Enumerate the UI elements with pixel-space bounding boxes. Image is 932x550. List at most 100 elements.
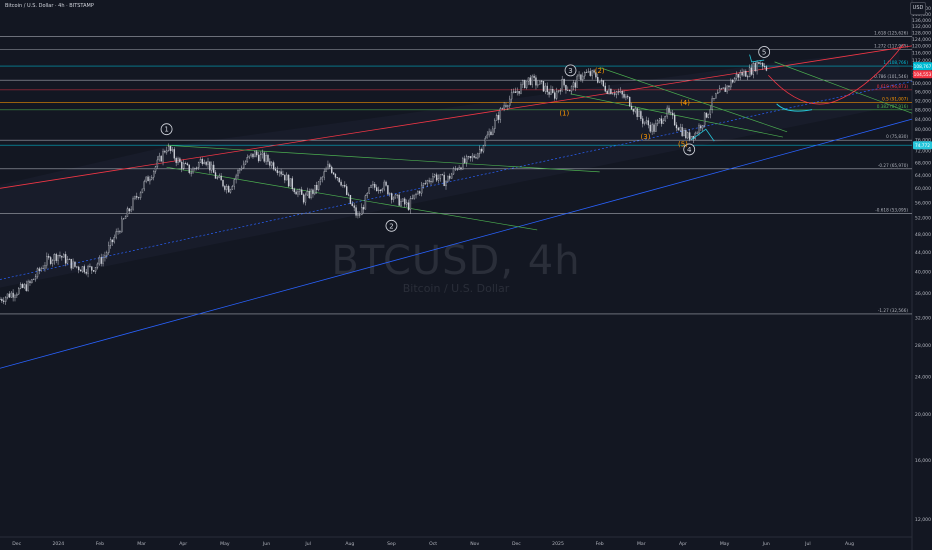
fib-level-label: 1.272 (117,965)	[874, 43, 908, 48]
candle-body	[569, 90, 571, 92]
candle-body	[329, 164, 331, 168]
candle-body	[346, 186, 348, 195]
candle-body	[23, 284, 26, 288]
candle-body	[542, 80, 545, 92]
fib-level-label: 0.786 (101,546)	[874, 74, 908, 79]
candle-body	[203, 161, 205, 165]
candle-body	[106, 252, 108, 256]
fib-level-label: 0.618 (96,873)	[877, 84, 909, 89]
candle-body	[610, 88, 612, 95]
candle-body	[229, 189, 232, 193]
candle-body	[173, 149, 175, 159]
candle-body	[192, 168, 194, 174]
candle-body	[137, 197, 140, 199]
candle-body	[458, 167, 460, 170]
candle-body	[537, 84, 539, 86]
candle-body	[557, 90, 560, 92]
candle-body	[171, 149, 174, 151]
candle-body	[286, 174, 288, 181]
y-tick-label: 52,000	[915, 216, 931, 222]
candle-body	[265, 155, 267, 162]
candle-body	[572, 82, 575, 87]
candle-body	[304, 194, 307, 203]
candle-body	[415, 193, 417, 196]
candle-body	[627, 96, 629, 98]
candle-body	[640, 111, 642, 119]
sub-wave-label: (5)	[678, 140, 688, 148]
candle-body	[705, 112, 708, 118]
candle-body	[389, 193, 391, 195]
wave-label-circle	[160, 123, 173, 136]
candle-body	[44, 264, 46, 269]
candle-body	[465, 156, 468, 163]
candle-body	[306, 191, 309, 196]
candle-body	[520, 84, 522, 94]
candle-body	[666, 107, 668, 117]
candle-body	[525, 81, 528, 89]
candle-body	[231, 186, 234, 190]
candle-body	[747, 76, 749, 78]
candle-body	[212, 164, 215, 173]
candle-body	[655, 123, 657, 132]
x-tick-label: Mar	[137, 541, 146, 547]
upper-channel-line	[0, 45, 913, 189]
candle-body	[68, 258, 71, 260]
candle-body	[361, 207, 363, 216]
candle-body	[143, 181, 145, 190]
y-tick-label: 68,000	[915, 160, 931, 166]
candle-body	[748, 67, 751, 78]
candle-body	[662, 120, 665, 124]
candle-body	[372, 184, 374, 186]
candle-body	[338, 177, 340, 183]
candle-body	[499, 108, 502, 120]
candle-body	[760, 62, 762, 65]
candle-body	[600, 80, 603, 82]
x-tick-label: May	[720, 541, 730, 547]
candle-body	[139, 192, 142, 198]
price-tag-label: 104,553	[914, 72, 932, 78]
fib-level-label: -0.618 (53,095)	[875, 207, 908, 212]
candle-body	[61, 255, 63, 258]
currency-unit-button[interactable]: USD	[910, 2, 926, 15]
x-tick-label: Aug	[345, 541, 354, 547]
candle-body	[289, 178, 292, 187]
candle-body	[565, 84, 567, 91]
candle-body	[490, 131, 492, 136]
fib-level-label: 0.5 (91,007)	[882, 97, 908, 102]
candle-body	[398, 194, 400, 206]
candle-body	[349, 195, 352, 204]
candle-body	[323, 171, 325, 178]
candle-body	[119, 231, 121, 233]
candle-body	[8, 293, 11, 298]
candle-body	[688, 132, 691, 140]
candle-body	[74, 261, 76, 267]
candle-body	[158, 155, 160, 161]
candles	[0, 60, 768, 305]
candle-body	[29, 281, 31, 283]
candle-body	[220, 175, 222, 181]
candle-body	[743, 70, 745, 76]
candle-body	[381, 188, 383, 192]
candle-body	[434, 174, 436, 177]
candle-body	[299, 189, 301, 192]
sub-wave-label: (2)	[595, 67, 605, 75]
candle-body	[355, 207, 357, 216]
candle-body	[211, 164, 213, 171]
candle-body	[589, 71, 591, 76]
candle-body	[411, 198, 413, 200]
candle-body	[741, 72, 743, 76]
candle-body	[181, 161, 183, 169]
candle-body	[494, 120, 496, 130]
candle-body	[19, 283, 22, 289]
candle-body	[509, 98, 511, 106]
candle-body	[123, 218, 125, 220]
candle-body	[147, 176, 149, 182]
candle-body	[141, 188, 144, 194]
candle-body	[615, 91, 618, 95]
candle-body	[375, 187, 378, 192]
candle-body	[46, 256, 48, 266]
candle-body	[177, 158, 179, 163]
candle-body	[732, 80, 734, 83]
candle-body	[347, 194, 350, 196]
